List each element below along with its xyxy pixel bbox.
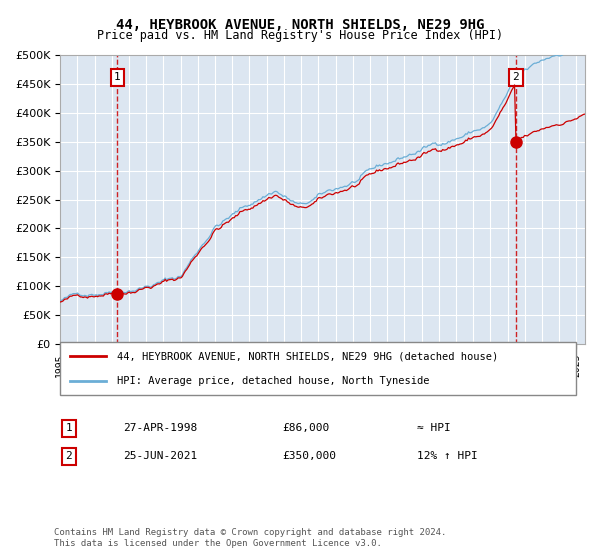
Text: ≈ HPI: ≈ HPI bbox=[417, 423, 451, 433]
Text: Price paid vs. HM Land Registry's House Price Index (HPI): Price paid vs. HM Land Registry's House … bbox=[97, 29, 503, 42]
FancyBboxPatch shape bbox=[60, 342, 576, 395]
Text: 25-JUN-2021: 25-JUN-2021 bbox=[123, 451, 197, 461]
Text: Contains HM Land Registry data © Crown copyright and database right 2024.
This d: Contains HM Land Registry data © Crown c… bbox=[54, 528, 446, 548]
Text: 1: 1 bbox=[65, 423, 73, 433]
Text: 44, HEYBROOK AVENUE, NORTH SHIELDS, NE29 9HG: 44, HEYBROOK AVENUE, NORTH SHIELDS, NE29… bbox=[116, 18, 484, 32]
Text: 2: 2 bbox=[512, 72, 519, 82]
Text: 27-APR-1998: 27-APR-1998 bbox=[123, 423, 197, 433]
Text: £350,000: £350,000 bbox=[282, 451, 336, 461]
Text: 1: 1 bbox=[114, 72, 121, 82]
Text: 12% ↑ HPI: 12% ↑ HPI bbox=[417, 451, 478, 461]
Text: 44, HEYBROOK AVENUE, NORTH SHIELDS, NE29 9HG (detached house): 44, HEYBROOK AVENUE, NORTH SHIELDS, NE29… bbox=[117, 352, 498, 362]
Text: HPI: Average price, detached house, North Tyneside: HPI: Average price, detached house, Nort… bbox=[117, 376, 429, 386]
Text: £86,000: £86,000 bbox=[282, 423, 329, 433]
Text: 2: 2 bbox=[65, 451, 73, 461]
